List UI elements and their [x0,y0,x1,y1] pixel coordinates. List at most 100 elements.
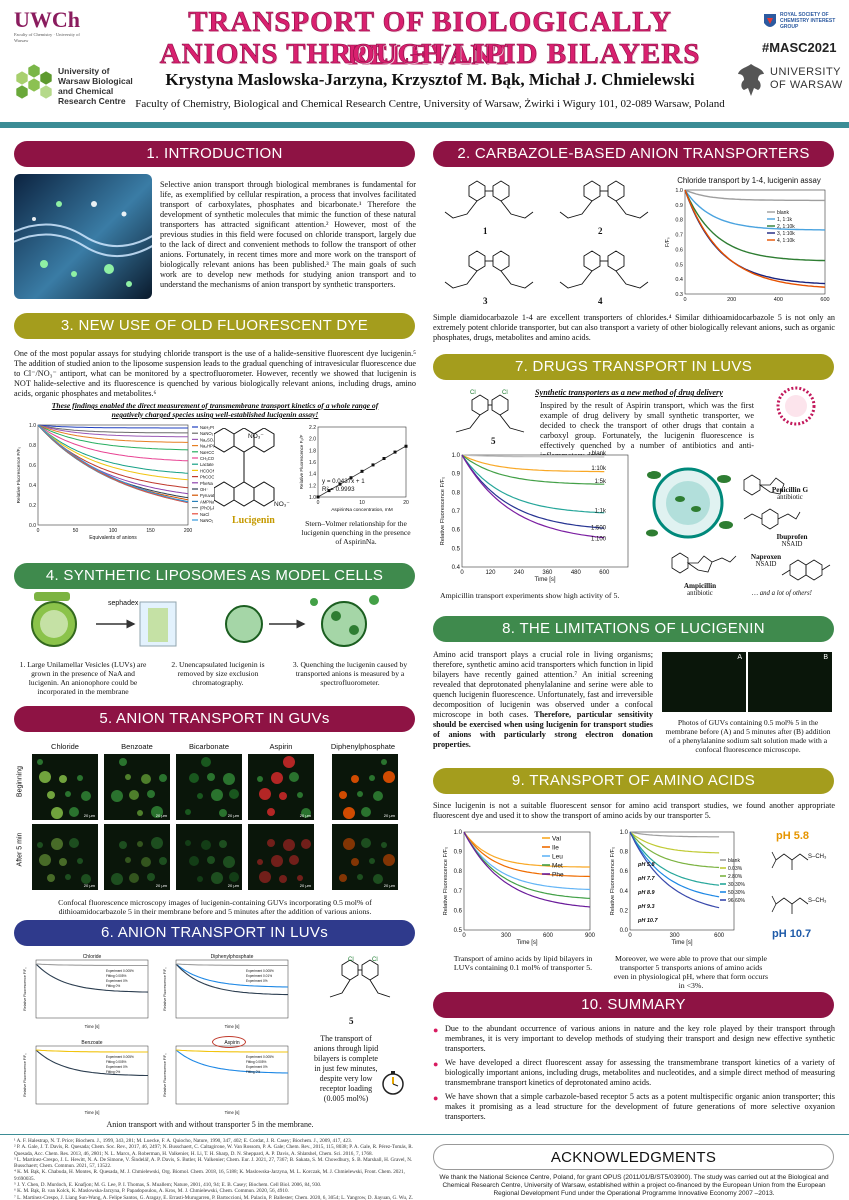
y-tick-label: 0.4 [620,889,629,895]
x-tick-label: 600 [820,297,829,303]
compound-5-structure: Cl Cl [312,955,408,1007]
cys-label-top: S–CH₃ [808,854,827,860]
x-tick-label: 0 [683,297,686,303]
section-amino-acids-header: 9. TRANSPORT OF AMINO ACIDS [433,768,834,794]
y-tick-label: 0.8 [675,218,683,224]
y-axis-label: Relative Fluorescence F/F₀ [610,846,616,915]
carbazole-label: 3 [483,296,488,306]
guv-col-diphenylphosphate: Diphenylphosphate [330,742,396,751]
legend-label: NaHCO₃ [200,450,214,455]
x-tick-label: 150 [146,528,155,534]
series-line [629,831,720,898]
guv-cells [257,839,311,883]
y-tick-label: 2.2 [309,425,316,431]
x-tick-label: 400 [774,297,783,303]
legend-label: Phe [552,872,564,879]
y-tick-label: 0.6 [29,463,36,469]
x-axis-label: Equivalents of anions [89,535,137,541]
chloride-transport-chart: 0 200 400 600 0.3 0.4 0.5 0.6 0.7 0.8 0.9 1.0 F/F₀ bl… [665,188,830,303]
data-point [382,457,386,460]
series-line [461,454,605,473]
luv-mini-chart: Chloride Time [s] Relative Fluorescence F/… [23,954,149,1029]
plot-frame [175,959,289,1019]
cys-label-bottom: S–CH₃ [808,898,827,904]
x-tick-label: 0 [628,933,632,939]
x-tick-label: 50 [73,528,79,534]
amino-acids-text: Since lucigenin is not a suitable fluore… [433,801,835,820]
y-tick-label: 0.9 [454,850,463,856]
guv-image: 20 μm [32,754,98,820]
legend-label: Experiment 0% [106,1065,128,1069]
references: ¹ A. F. Halestrap, N. T. Price; Biochem.… [14,1138,416,1200]
section-drugs-header: 7. DRUGS TRANSPORT IN LUVS [433,354,834,380]
guv-col-benzoate: Benzoate [121,742,153,751]
plot-frame [175,1045,289,1105]
scale-bar-label: 20 μm [155,883,167,888]
drugs-more-label: … and a lot of others! [752,590,812,597]
stern-volmer-equation: y = 0.0437x + 1 [322,478,365,485]
y-axis-label: F/F₀ [665,237,671,247]
y-tick-label: 0.9 [452,472,461,478]
guv-row-beginning: Beginning [16,765,24,798]
y-tick-label: 0.2 [29,503,36,509]
reference-item: ⁷ L. Martínez-Crespo, J. Liang Sun-Wang,… [14,1194,414,1200]
series-end-label: blank [592,451,607,457]
series-end-label: 1:500 [591,526,607,532]
liposome-drug-icon [758,384,834,428]
reference-item: ⁵ J. Y. Chen, D. Murdoch, E. Knafjon; M.… [14,1182,322,1189]
ph-top-label: pH 5.8 [776,830,810,842]
y-tick-label: 0.4 [675,277,683,283]
series-end-label: 1:5k [595,479,607,485]
y-tick-label: 0.5 [675,262,683,268]
data-point [316,495,320,499]
legend-label: blank [777,210,789,216]
series-line [175,963,289,988]
series-line [37,424,189,451]
series-line [629,831,720,854]
liposome-step1: 1. Large Unilamellar Vesicles (LUVs) are… [19,660,147,696]
amino-acid-caption-right: Moreover, we were able to prove that our… [613,954,769,990]
legend-label: 96.60% [728,898,746,904]
carbazole-compound-1: 1 [433,172,545,240]
y-tick-label: 0.0 [29,523,36,529]
legend-label: 0.03% [728,866,743,872]
limitations-text-bold: Therefore, particular sensitivity should… [433,710,654,749]
svg-text:Cl: Cl [502,390,508,396]
guv-cells [185,840,239,884]
section-introduction-header: 1. INTRODUCTION [14,141,415,167]
svg-text:Cl: Cl [470,390,476,396]
liposome-step2: 2. Unencapsulated lucigenin is removed b… [171,660,265,687]
data-point [404,444,408,448]
legend-label: OH⁻ [200,487,209,492]
legend-label: 1, 1:1k [777,217,793,223]
y-tick-label: 0.8 [620,850,629,856]
guv-col-aspirin: Aspirin [269,742,293,751]
naproxen-class: NSAID [755,561,777,568]
drug-pill-label: drug [642,467,653,473]
acknowledgments-header: ACKNOWLEDGMENTS [433,1144,834,1170]
compound-5-structure-drugs: Cl Cl [440,386,540,446]
carbazole-compound-3: 3 [433,242,545,310]
x-tick-label: 300 [670,933,681,939]
legend-label: (PhO)₂PO₂Na [200,506,214,511]
x-tick-label: 360 [542,570,553,576]
panel-a-label: A [737,654,742,661]
fluorescent-dye-text: One of the most popular assays for study… [14,349,416,398]
carbazole-label: 4 [598,296,603,306]
scale-bar-label: 20 μm [155,813,167,818]
series-line [175,963,288,967]
legend-label: Met [552,863,563,870]
x-tick-label: 10 [359,500,365,506]
guv-cells [185,757,239,817]
legend-label: Na₂HPO₄ [200,444,214,449]
y-axis-label: Relative Fluorescence F/F₀ [443,846,449,915]
ph-dependence-chart: 0 300 600 0.0 0.2 0.4 0.6 0.8 1.0 Time [s] Relativ… [610,830,746,946]
reference-item: ¹ A. F. Halestrap, N. T. Price; Biochem.… [14,1138,352,1144]
y-tick-label: 0.5 [452,546,461,552]
guv-row-after: After 5 min [16,832,24,867]
x-tick-label: 0 [317,500,320,506]
x-tick-label: 0 [37,528,40,534]
guv-image: 20 μm [32,824,98,890]
acknowledgments-text: We thank the National Science Centre, Po… [439,1174,829,1197]
guv-cells [111,758,167,818]
